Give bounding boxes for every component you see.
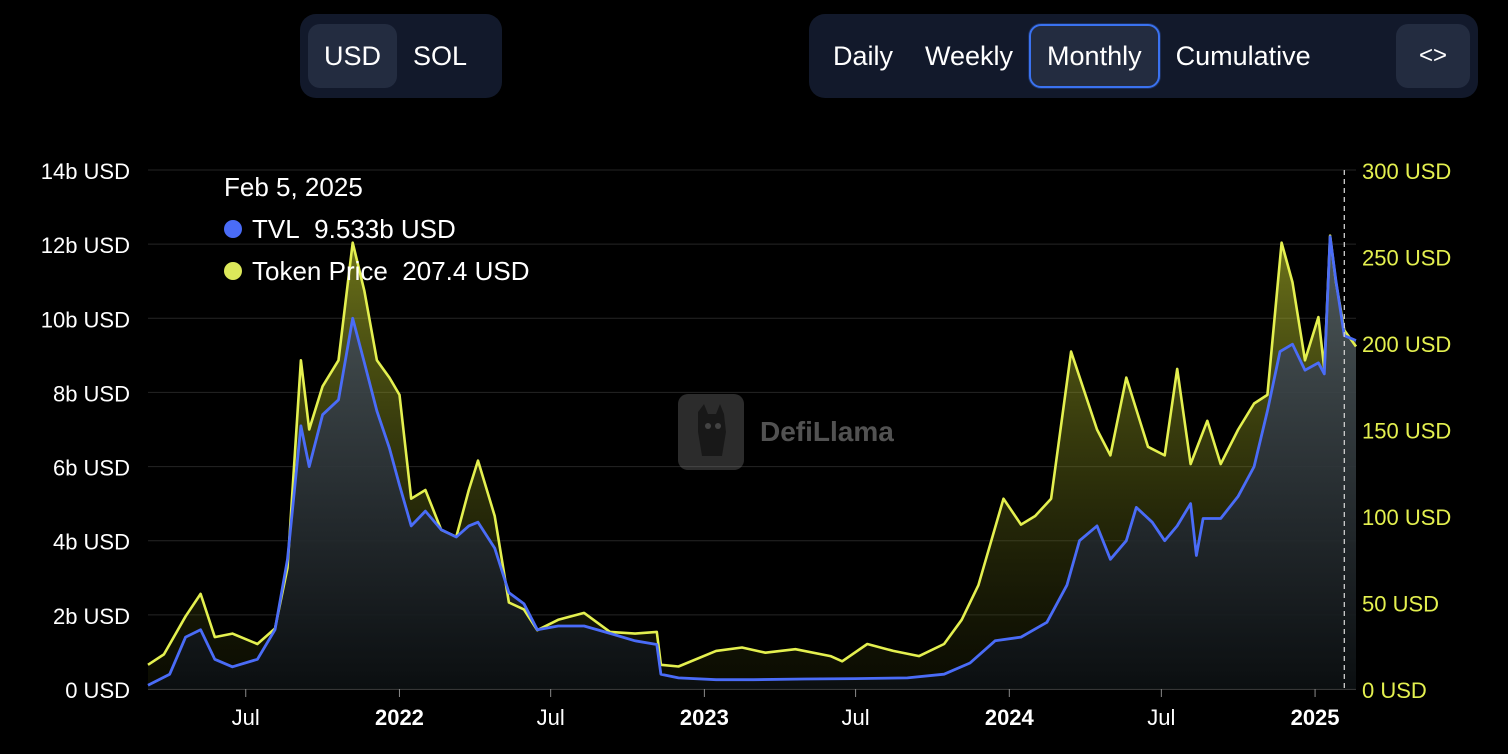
tooltip-tvl-label: TVL xyxy=(252,214,300,244)
x-tick-label: 2024 xyxy=(985,705,1035,730)
sol-button[interactable]: SOL xyxy=(397,24,483,88)
tooltip-price-label: Token Price xyxy=(252,256,388,286)
tooltip-date: Feb 5, 2025 xyxy=(224,172,363,202)
left-tick-label: 10b USD xyxy=(41,307,130,332)
x-tick-label: Jul xyxy=(537,705,565,730)
right-tick-label: 0 USD xyxy=(1362,678,1427,703)
x-tick-label: 2023 xyxy=(680,705,729,730)
x-tick-label: Jul xyxy=(842,705,870,730)
tvl-area xyxy=(148,236,1356,689)
price-legend-dot xyxy=(224,262,242,280)
token-price-line xyxy=(147,234,1358,668)
left-tick-label: 0 USD xyxy=(65,678,130,703)
right-tick-label: 50 USD xyxy=(1362,592,1439,617)
code-brackets-icon[interactable]: <> xyxy=(1396,24,1470,88)
tooltip: Feb 5, 2025 TVL 9.533b USD Token Price 2… xyxy=(224,166,529,292)
watermark: DefiLlama xyxy=(676,392,916,472)
weekly-button[interactable]: Weekly xyxy=(909,24,1029,88)
left-tick-label: 6b USD xyxy=(53,456,130,481)
right-tick-label: 250 USD xyxy=(1362,246,1451,271)
right-tick-label: 150 USD xyxy=(1362,419,1451,444)
left-tick-label: 14b USD xyxy=(41,159,130,184)
x-tick-label: Jul xyxy=(1147,705,1175,730)
period-toggle: Daily Weekly Monthly Cumulative <> xyxy=(809,14,1478,98)
tooltip-price-value: 207.4 USD xyxy=(402,256,530,286)
left-axis-labels: 0 USD 2b USD 4b USD 6b USD 8b USD 10b USD 12b … xyxy=(41,159,130,703)
tooltip-row-price: Token Price 207.4 USD xyxy=(224,250,529,292)
usd-button[interactable]: USD xyxy=(308,24,398,88)
x-tick-label: Jul xyxy=(232,705,260,730)
right-axis-labels: 0 USD 50 USD 100 USD 150 USD 200 USD 250 USD 3… xyxy=(1362,159,1451,703)
right-tick-label: 200 USD xyxy=(1362,332,1451,357)
tooltip-tvl-value: 9.533b USD xyxy=(314,214,456,244)
watermark-text: DefiLlama xyxy=(760,416,894,447)
left-tick-label: 12b USD xyxy=(41,233,130,258)
monthly-button[interactable]: Monthly xyxy=(1029,24,1160,88)
tvl-legend-dot xyxy=(224,220,242,238)
daily-button[interactable]: Daily xyxy=(817,24,909,88)
x-tick-label: 2022 xyxy=(375,705,424,730)
llama-logo-icon xyxy=(678,394,744,470)
right-tick-label: 300 USD xyxy=(1362,159,1451,184)
tvl-line xyxy=(147,235,1357,687)
left-tick-label: 4b USD xyxy=(53,530,130,555)
right-tick-label: 100 USD xyxy=(1362,505,1451,530)
left-tick-label: 8b USD xyxy=(53,381,130,406)
currency-toggle: USD SOL xyxy=(300,14,502,98)
tooltip-row-tvl: TVL 9.533b USD xyxy=(224,208,529,250)
cumulative-button[interactable]: Cumulative xyxy=(1160,24,1327,88)
x-axis: Jul 2022 Jul 2023 Jul 2024 Jul 2025 xyxy=(148,688,1356,730)
left-tick-label: 2b USD xyxy=(53,604,130,629)
plot-area xyxy=(147,170,1358,689)
x-tick-label: 2025 xyxy=(1291,705,1340,730)
